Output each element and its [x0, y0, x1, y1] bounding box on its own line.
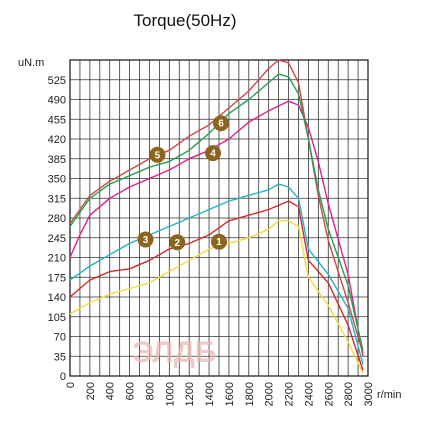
- x-tick-label: 800: [144, 382, 156, 400]
- watermark-text: ЭЛДБ: [132, 336, 216, 369]
- series-badge-1: 1: [211, 233, 227, 250]
- x-axis-unit: r/min: [377, 389, 401, 401]
- y-tick-label: 490: [48, 95, 66, 107]
- y-tick-label: 420: [48, 134, 66, 146]
- y-tick-label: 105: [48, 312, 66, 324]
- series-badge-5: 5: [149, 146, 166, 163]
- watermark: ЭЛДБ: [132, 336, 216, 369]
- y-tick-label: 350: [48, 174, 66, 186]
- y-tick-label: 315: [48, 193, 66, 205]
- series-line-1: [69, 220, 364, 374]
- series-line-4: [69, 100, 364, 357]
- x-tick-label: 400: [105, 382, 117, 400]
- y-tick-label: 525: [48, 75, 66, 87]
- series-badge-2: 2: [169, 234, 186, 251]
- series-line-6: [69, 73, 364, 351]
- series-line-2: [69, 200, 364, 371]
- series-badge-label: 3: [143, 235, 149, 246]
- y-tick-label: 70: [54, 332, 66, 344]
- series-badge-label: 2: [174, 238, 180, 249]
- chart-title: Torque(50Hz): [134, 11, 237, 30]
- series-badge-circle: [211, 233, 227, 250]
- y-tick-label: 140: [48, 292, 66, 304]
- series-badge-6: 6: [212, 115, 229, 132]
- x-tick-label: 3000: [363, 382, 375, 406]
- series-lines: [69, 59, 364, 374]
- series-badge-label: 6: [218, 119, 224, 130]
- series-line-3: [69, 183, 364, 365]
- x-tick-label: 1600: [224, 382, 236, 406]
- x-tick-label: 2200: [284, 382, 296, 406]
- grid: [69, 59, 369, 377]
- y-tick-label: 280: [48, 213, 66, 225]
- y-tick-label: 385: [48, 154, 66, 166]
- x-tick-label: 1000: [164, 382, 176, 406]
- x-tick-label: 2800: [343, 382, 355, 406]
- x-tick-label: 1800: [244, 382, 256, 406]
- x-tick-label: 2000: [264, 382, 276, 406]
- series-badge-label: 4: [210, 149, 216, 160]
- series-line-5: [69, 59, 364, 354]
- y-tick-label: 0: [60, 371, 66, 383]
- y-tick-label: 210: [48, 253, 66, 265]
- x-tick-label: 0: [65, 382, 77, 388]
- series-badge-circle: [212, 115, 229, 132]
- series-badge-circle: [137, 231, 154, 248]
- series-badge-3: 3: [137, 231, 154, 248]
- series-labels: 1 2 3 4 5 6: [137, 115, 229, 251]
- x-tick-label: 200: [85, 382, 97, 400]
- y-tick-label: 35: [54, 351, 66, 363]
- series-badge-4: 4: [205, 145, 222, 162]
- series-badge-label: 1: [216, 237, 222, 248]
- x-tick-label: 2600: [323, 382, 335, 406]
- x-tick-label: 1200: [184, 382, 196, 406]
- x-tick-label: 1400: [204, 382, 216, 406]
- y-axis-unit: uN.m: [18, 57, 44, 69]
- axis-tick-labels: 0357010514017521024528031535038542045549…: [48, 75, 375, 407]
- y-tick-label: 245: [48, 233, 66, 245]
- y-tick-label: 455: [48, 114, 66, 126]
- series-badge-circle: [149, 146, 166, 163]
- y-tick-label: 175: [48, 272, 66, 284]
- series-badge-label: 5: [155, 150, 161, 161]
- series-badge-circle: [169, 234, 186, 251]
- x-tick-label: 2400: [303, 382, 315, 406]
- series-badge-circle: [205, 145, 222, 162]
- x-tick-label: 600: [125, 382, 137, 400]
